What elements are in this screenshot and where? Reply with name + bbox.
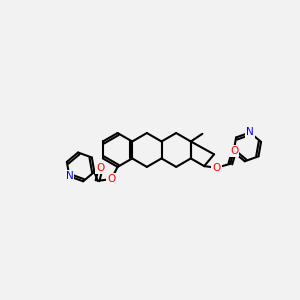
Text: N: N (246, 128, 254, 137)
Text: O: O (97, 164, 105, 173)
Text: O: O (212, 163, 220, 173)
Text: O: O (107, 174, 116, 184)
Text: N: N (65, 171, 73, 181)
Text: O: O (230, 146, 238, 156)
